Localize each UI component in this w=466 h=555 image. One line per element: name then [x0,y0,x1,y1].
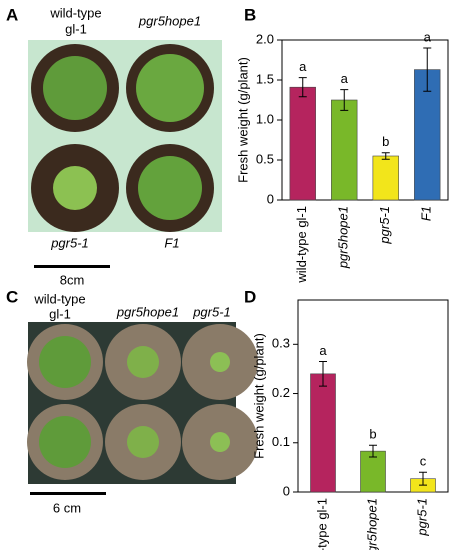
y-tick-label: 1.5 [256,71,274,86]
x-tick-label: wild-type gl-1 [314,498,329,550]
error-bar [369,444,377,458]
photo-label: wild-type [49,5,101,20]
error-bar [381,152,390,160]
error-bar [419,471,427,486]
error-bar [340,89,349,111]
panel-label: A [6,5,18,24]
significance-letter: a [424,29,432,44]
x-tick-label: pgr5-1 [414,498,429,537]
y-tick-label: 0.2 [272,385,290,400]
panel-label: B [244,5,256,24]
photo-label: pgr5hope1 [138,13,201,28]
photo-c [27,322,258,484]
significance-letter: a [341,71,349,86]
bar [289,86,316,201]
bar [331,99,358,201]
x-tick-label: wild-type gl-1 [294,206,309,284]
y-tick-label: 0 [283,483,290,498]
error-bar [298,77,307,98]
photo-label: pgr5-1 [192,304,231,319]
photo-label: pgr5hope1 [116,304,179,319]
photo-label: gl-1 [65,21,87,36]
x-tick-label: F1 [419,206,434,221]
y-axis-label: Fresh weight (g/plant) [235,57,250,183]
significance-letter: c [420,454,427,469]
x-tick-label: pgr5hope1 [364,498,379,550]
y-tick-label: 0.3 [272,336,290,351]
significance-letter: a [319,343,327,358]
x-tick-label: pgr5hope1 [336,206,351,269]
error-bar [423,47,432,92]
x-tick-label: pgr5-1 [377,206,392,245]
scale-bar [30,492,106,495]
y-tick-label: 0.5 [256,151,274,166]
significance-letter: a [299,59,307,74]
photo-label: wild-type [33,291,85,306]
y-tick-label: 1.0 [256,111,274,126]
scale-label: 8cm [60,272,85,287]
error-bar [319,361,327,387]
bar [310,373,336,493]
y-tick-label: 0 [267,191,274,206]
scale-bar [34,265,110,268]
photo-label: gl-1 [49,306,71,321]
y-axis-label: Fresh weight (g/plant) [251,333,266,459]
significance-letter: b [369,427,376,442]
y-tick-label: 2.0 [256,31,274,46]
y-tick-label: 0.1 [272,434,290,449]
scale-label: 6 cm [53,500,81,515]
bar [372,155,399,201]
photo-a [28,40,222,232]
panel-label: C [6,287,18,306]
photo-label: pgr5-1 [50,235,89,250]
significance-letter: b [382,134,389,149]
panel-label: D [244,287,256,306]
photo-label: F1 [164,235,179,250]
